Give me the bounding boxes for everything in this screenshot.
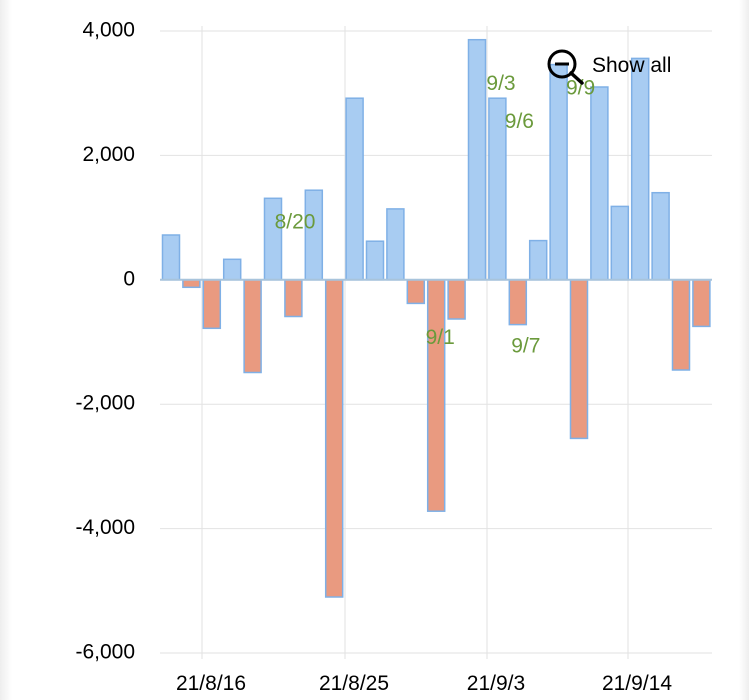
bar [304,189,324,281]
bar [692,279,711,328]
bar [386,208,405,281]
right-edge-shadow [739,0,749,700]
bar [467,38,487,281]
bar [610,205,630,281]
axis-layer [160,278,712,654]
bar [447,279,466,320]
x-tick-label: 21/9/3 [467,672,525,695]
bar [671,279,691,371]
annotation-label: 9/7 [511,335,540,358]
annotation-label: 9/9 [566,77,595,100]
bar [345,97,364,281]
bar [508,279,528,326]
x-tick-label: 21/9/14 [602,672,672,695]
y-tick-label: -4,000 [75,516,135,539]
bar [590,86,609,281]
bar [365,240,385,281]
annotation-label: 9/6 [505,110,534,133]
annotation-label: 9/1 [426,326,455,349]
bar [406,279,426,305]
bar [569,279,589,440]
left-edge-shadow [0,0,12,700]
y-tick-label: -2,000 [75,392,135,415]
y-tick-label: 2,000 [82,143,135,166]
bar [222,258,242,281]
bar [549,63,568,281]
bar [324,279,344,598]
bar [426,279,446,512]
y-tick-label: -6,000 [75,641,135,664]
bar [651,191,670,281]
bar [243,279,262,374]
x-tick-label: 21/8/25 [319,672,389,695]
annotation-layer: 8/20 9/1 9/3 9/6 9/7 9/9 [275,72,596,358]
bar [202,279,222,330]
y-tick-label: 0 [123,267,135,290]
bar [488,97,507,281]
show-all-button[interactable]: Show all [547,49,671,85]
show-all-label: Show all [592,54,671,77]
bar [182,279,201,289]
bar [528,239,548,281]
annotation-label: 8/20 [275,210,316,233]
label-layer: 4,000 2,000 0 -2,000 -4,000 -6,000 21/8/16 21/8… [75,19,672,695]
x-tick-label: 21/8/16 [176,672,246,695]
bar [284,279,303,318]
y-tick-label: 4,000 [82,19,135,42]
zoom-out-icon [547,49,584,85]
bar [161,234,181,281]
bar [630,57,650,281]
annotation-label: 9/3 [486,72,515,95]
bar-layer [161,38,711,598]
